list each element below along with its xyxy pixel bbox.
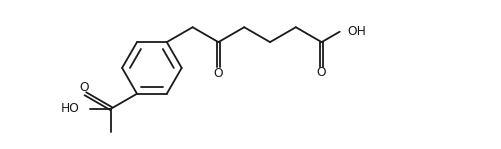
Text: OH: OH <box>348 25 366 38</box>
Text: O: O <box>317 66 327 79</box>
Text: O: O <box>80 81 89 94</box>
Text: O: O <box>213 67 223 80</box>
Text: HO: HO <box>61 102 80 115</box>
